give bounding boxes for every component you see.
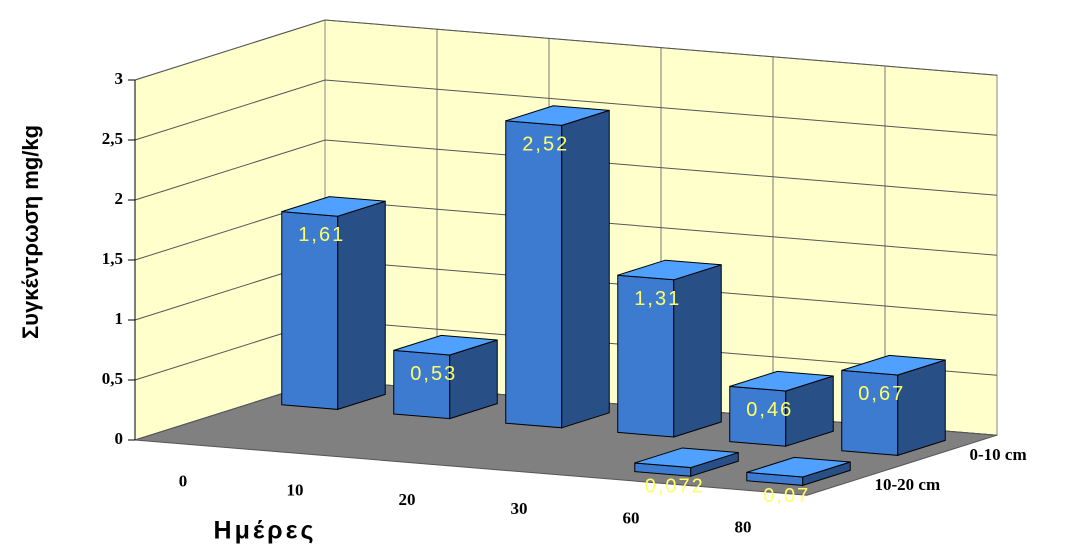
y-tick-label: 2,5 — [102, 129, 123, 148]
bar-top — [746, 456, 851, 478]
bar-top — [281, 196, 386, 217]
grid-line — [134, 19, 998, 81]
value-label: 2,52 — [522, 133, 569, 155]
x-tick-label: 0 — [179, 472, 188, 491]
grid-line — [134, 139, 998, 201]
x-tick-label: 80 — [735, 518, 752, 537]
bar-top — [393, 334, 498, 356]
value-label: 0,53 — [410, 363, 457, 385]
y-tick-label: 1 — [115, 309, 124, 328]
x-tick-label: 10 — [287, 481, 304, 500]
bar-top — [505, 105, 610, 126]
x-axis-title: Ημέρες — [214, 517, 317, 545]
bar-front — [505, 120, 563, 429]
value-label: 0,07 — [763, 485, 810, 507]
bar-side — [897, 359, 946, 457]
value-label: 1,31 — [634, 288, 681, 310]
y-tick-label: 3 — [115, 69, 124, 88]
value-label: 0,072 — [645, 476, 705, 498]
y-tick-label: 0,5 — [102, 369, 123, 388]
bar-top — [634, 447, 739, 469]
bar-top — [617, 259, 722, 281]
series-label: 0-10 cm — [970, 445, 1027, 464]
x-tick-label: 60 — [623, 508, 640, 527]
x-tick-label: 30 — [511, 499, 528, 518]
bar-top — [729, 370, 834, 392]
y-tick-label: 0 — [115, 429, 124, 448]
y-axis-title: Συγκέντρωση mg/kg — [18, 125, 43, 339]
y-tick-label: 2 — [115, 189, 124, 208]
x-tick-label: 20 — [399, 490, 416, 509]
value-label: 0,67 — [858, 383, 905, 405]
value-label: 1,61 — [298, 224, 345, 246]
y-tick-label: 1,5 — [102, 249, 123, 268]
value-label: 0,46 — [746, 399, 793, 421]
series-label: 10-20 cm — [875, 475, 941, 494]
bar-side — [561, 109, 610, 429]
grid-line — [134, 79, 998, 141]
bar-top — [841, 354, 946, 376]
